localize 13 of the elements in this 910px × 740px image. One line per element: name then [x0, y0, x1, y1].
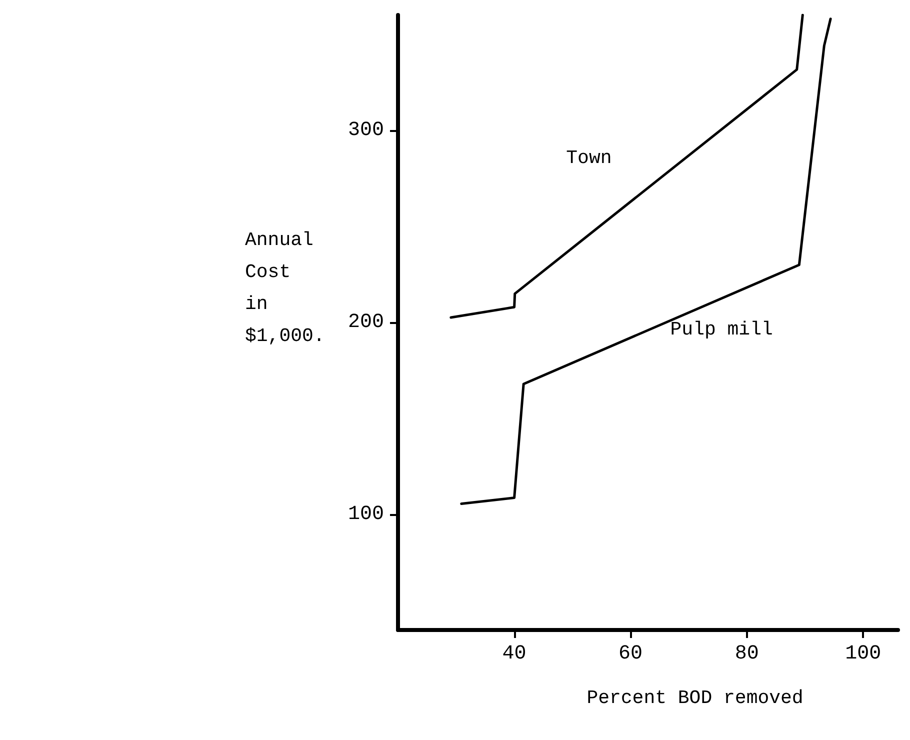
series-label: Town [566, 146, 612, 169]
x-tick-label: 60 [618, 642, 643, 666]
y-tick-label: 100 [348, 503, 384, 526]
x-axis-title: Percent BOD removed [586, 687, 804, 709]
x-tick-label: 80 [734, 642, 759, 666]
x-tick-label: 40 [502, 642, 526, 666]
series-label: Pulp mill [670, 318, 773, 341]
x-tick-label: 100 [845, 642, 882, 666]
y-tick-label: 300 [348, 118, 384, 142]
y-axis-title: Annual Cost in $1,000. [245, 229, 325, 347]
line-series [460, 18, 832, 505]
y-tick-label: 200 [348, 311, 384, 334]
line-series [450, 14, 804, 319]
